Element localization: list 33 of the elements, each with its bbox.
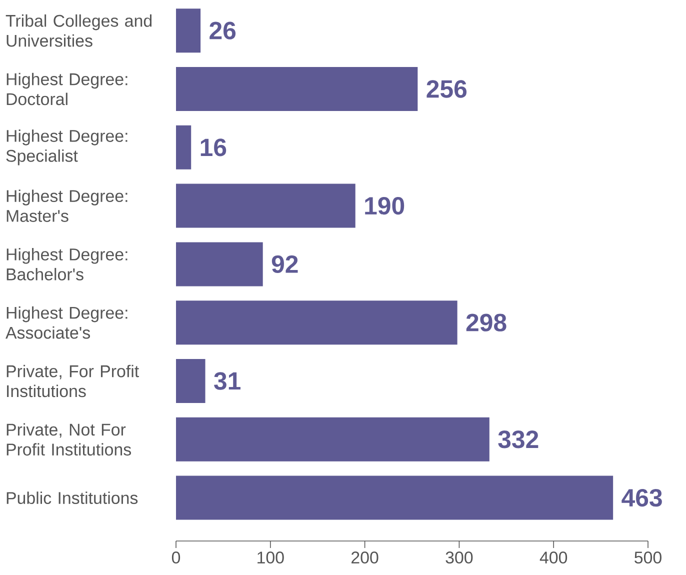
data-label: 92: [272, 255, 298, 274]
y-tick-label: Highest Degree: Master's: [6, 190, 128, 222]
y-tick-label: Highest Degree: Doctoral: [6, 72, 128, 106]
data-label: 463: [622, 488, 662, 507]
y-tick-label: Tribal Colleges and Universities: [6, 14, 152, 47]
data-label: 332: [498, 430, 538, 448]
data-label: 31: [214, 372, 240, 390]
x-tick-label: 300: [446, 552, 473, 564]
bar: [176, 66, 418, 111]
y-tick-label: Private, For Profit Institutions: [6, 364, 139, 398]
y-tick-label: Highest Degree: Bachelor's: [6, 248, 128, 280]
x-tick-label: 500: [634, 552, 662, 564]
bar: [176, 125, 192, 170]
bar: [176, 417, 490, 462]
y-tick-label: Private, Not For Profit Institutions: [6, 423, 131, 456]
bar: [176, 300, 458, 345]
x-tick-label: 200: [352, 552, 378, 564]
data-label: 256: [426, 80, 467, 98]
y-tick-label: Public Institutions: [6, 492, 138, 504]
bar: [176, 358, 206, 403]
x-tick-label: 0: [172, 552, 180, 564]
bar: [176, 242, 263, 286]
y-tick-label: Highest Degree: Specialist: [6, 130, 128, 166]
x-tick-label: 100: [258, 552, 284, 564]
data-label: 26: [210, 22, 236, 40]
bar: [176, 476, 614, 520]
data-label: 190: [365, 196, 404, 215]
data-label: 16: [200, 138, 226, 156]
x-tick-label: 400: [540, 552, 568, 564]
bar: [176, 184, 356, 228]
bar: [176, 8, 201, 53]
y-tick-label: Highest Degree: Associate's: [6, 306, 128, 339]
data-label: 298: [466, 314, 506, 332]
